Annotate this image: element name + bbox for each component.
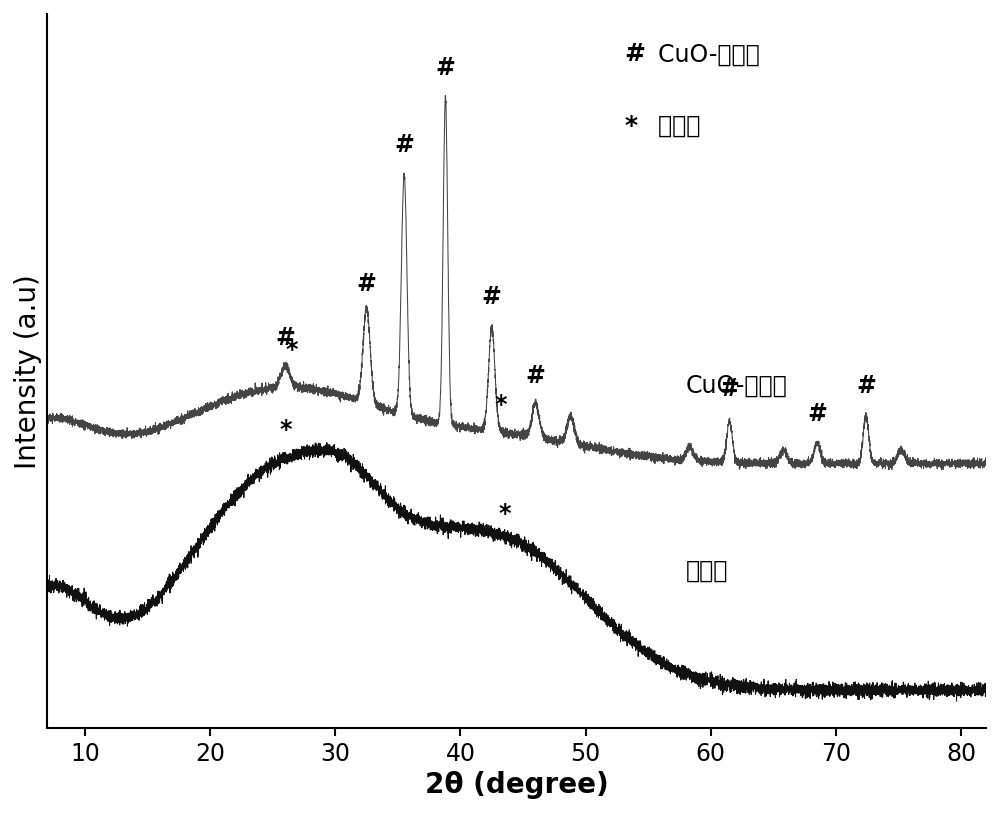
Text: #: # bbox=[482, 285, 502, 309]
Text: #: # bbox=[357, 272, 377, 296]
Text: *: * bbox=[494, 393, 507, 417]
Text: CuO-多孔碳: CuO-多孔碳 bbox=[686, 373, 787, 398]
Text: CuO-多孔碳: CuO-多孔碳 bbox=[643, 42, 760, 67]
Text: #: # bbox=[436, 56, 455, 80]
Text: #: # bbox=[394, 133, 414, 157]
X-axis label: 2θ (degree): 2θ (degree) bbox=[425, 771, 609, 799]
Text: *: * bbox=[498, 502, 511, 526]
Y-axis label: Intensity (a.u): Intensity (a.u) bbox=[14, 274, 42, 468]
Text: *: * bbox=[285, 338, 298, 363]
Text: 多孔碳: 多孔碳 bbox=[643, 114, 701, 138]
Text: #: # bbox=[526, 363, 545, 388]
Text: #: # bbox=[275, 326, 295, 350]
Text: #: # bbox=[856, 375, 876, 398]
Text: #: # bbox=[720, 377, 739, 402]
Text: #: # bbox=[807, 402, 827, 427]
Text: *: * bbox=[279, 418, 291, 442]
Text: 多孔碳: 多孔碳 bbox=[686, 559, 728, 583]
Text: *: * bbox=[625, 114, 638, 138]
Text: #: # bbox=[625, 42, 646, 67]
